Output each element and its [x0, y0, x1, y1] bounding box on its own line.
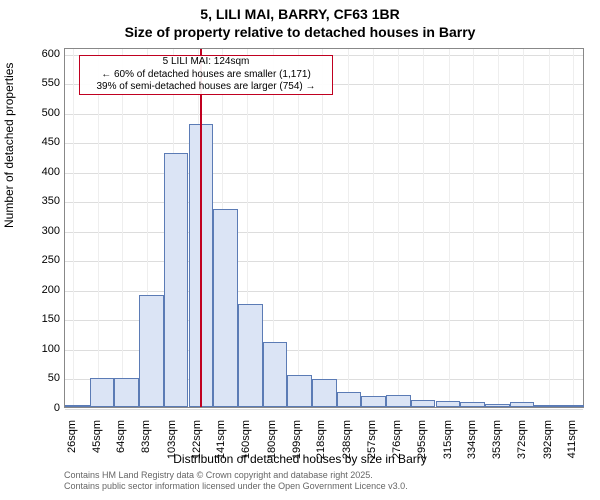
gridline-v — [373, 49, 374, 407]
y-tick-label: 300 — [20, 225, 60, 237]
histogram-bar — [114, 378, 139, 408]
gridline-v — [98, 49, 99, 407]
y-tick-label: 100 — [20, 343, 60, 355]
annotation-line-1: ← 60% of detached houses are smaller (1,… — [80, 69, 332, 82]
gridline-v — [73, 49, 74, 407]
y-tick-label: 50 — [20, 372, 60, 384]
gridline-v — [449, 49, 450, 407]
gridline-h — [65, 232, 583, 233]
gridline-h — [65, 143, 583, 144]
gridline-v — [398, 49, 399, 407]
gridline-h — [65, 202, 583, 203]
y-tick-label: 0 — [20, 402, 60, 414]
histogram-bar — [164, 153, 189, 407]
plot-area — [64, 48, 584, 408]
y-axis-label: Number of detached properties — [2, 63, 16, 228]
y-tick-label: 600 — [20, 48, 60, 60]
gridline-v — [322, 49, 323, 407]
y-tick-label: 500 — [20, 107, 60, 119]
gridline-v — [423, 49, 424, 407]
reference-line — [200, 49, 202, 407]
y-tick-label: 450 — [20, 136, 60, 148]
histogram-bar — [436, 401, 461, 407]
annotation-line-0: 5 LILI MAI: 124sqm — [80, 56, 332, 69]
y-tick-label: 250 — [20, 254, 60, 266]
histogram-bar — [139, 295, 164, 407]
gridline-h — [65, 409, 583, 410]
gridline-h — [65, 261, 583, 262]
histogram-bar — [534, 405, 559, 407]
histogram-bar — [510, 402, 535, 407]
histogram-bar — [386, 395, 411, 407]
gridline-v — [498, 49, 499, 407]
y-tick-label: 200 — [20, 284, 60, 296]
credits-line2: Contains public sector information licen… — [64, 481, 408, 491]
credits: Contains HM Land Registry data © Crown c… — [64, 470, 408, 493]
chart-title-line1: 5, LILI MAI, BARRY, CF63 1BR — [0, 6, 600, 22]
histogram-bar — [361, 396, 386, 407]
y-tick-label: 350 — [20, 195, 60, 207]
gridline-v — [573, 49, 574, 407]
histogram-bar — [559, 405, 584, 407]
gridline-v — [473, 49, 474, 407]
histogram-bar — [411, 400, 436, 407]
histogram-bar — [287, 375, 312, 407]
gridline-v — [549, 49, 550, 407]
histogram-bar — [263, 342, 288, 407]
histogram-bar — [238, 304, 263, 407]
gridline-h — [65, 291, 583, 292]
annotation-line-2: 39% of semi-detached houses are larger (… — [80, 81, 332, 94]
histogram-bar — [485, 404, 510, 407]
histogram-bar — [460, 402, 485, 407]
y-tick-label: 550 — [20, 77, 60, 89]
x-axis-label: Distribution of detached houses by size … — [0, 452, 600, 466]
histogram-bar — [312, 379, 337, 407]
y-tick-label: 150 — [20, 313, 60, 325]
gridline-h — [65, 173, 583, 174]
gridline-v — [122, 49, 123, 407]
chart-container: 5, LILI MAI, BARRY, CF63 1BR Size of pro… — [0, 0, 600, 500]
credits-line1: Contains HM Land Registry data © Crown c… — [64, 470, 373, 480]
histogram-bar — [213, 209, 238, 407]
annotation-box: 5 LILI MAI: 124sqm← 60% of detached hous… — [79, 55, 333, 95]
gridline-v — [298, 49, 299, 407]
chart-title-line2: Size of property relative to detached ho… — [0, 24, 600, 40]
y-tick-label: 400 — [20, 166, 60, 178]
histogram-bar — [65, 405, 90, 407]
gridline-v — [523, 49, 524, 407]
histogram-bar — [90, 378, 115, 408]
gridline-v — [348, 49, 349, 407]
histogram-bar — [337, 392, 362, 407]
gridline-h — [65, 114, 583, 115]
